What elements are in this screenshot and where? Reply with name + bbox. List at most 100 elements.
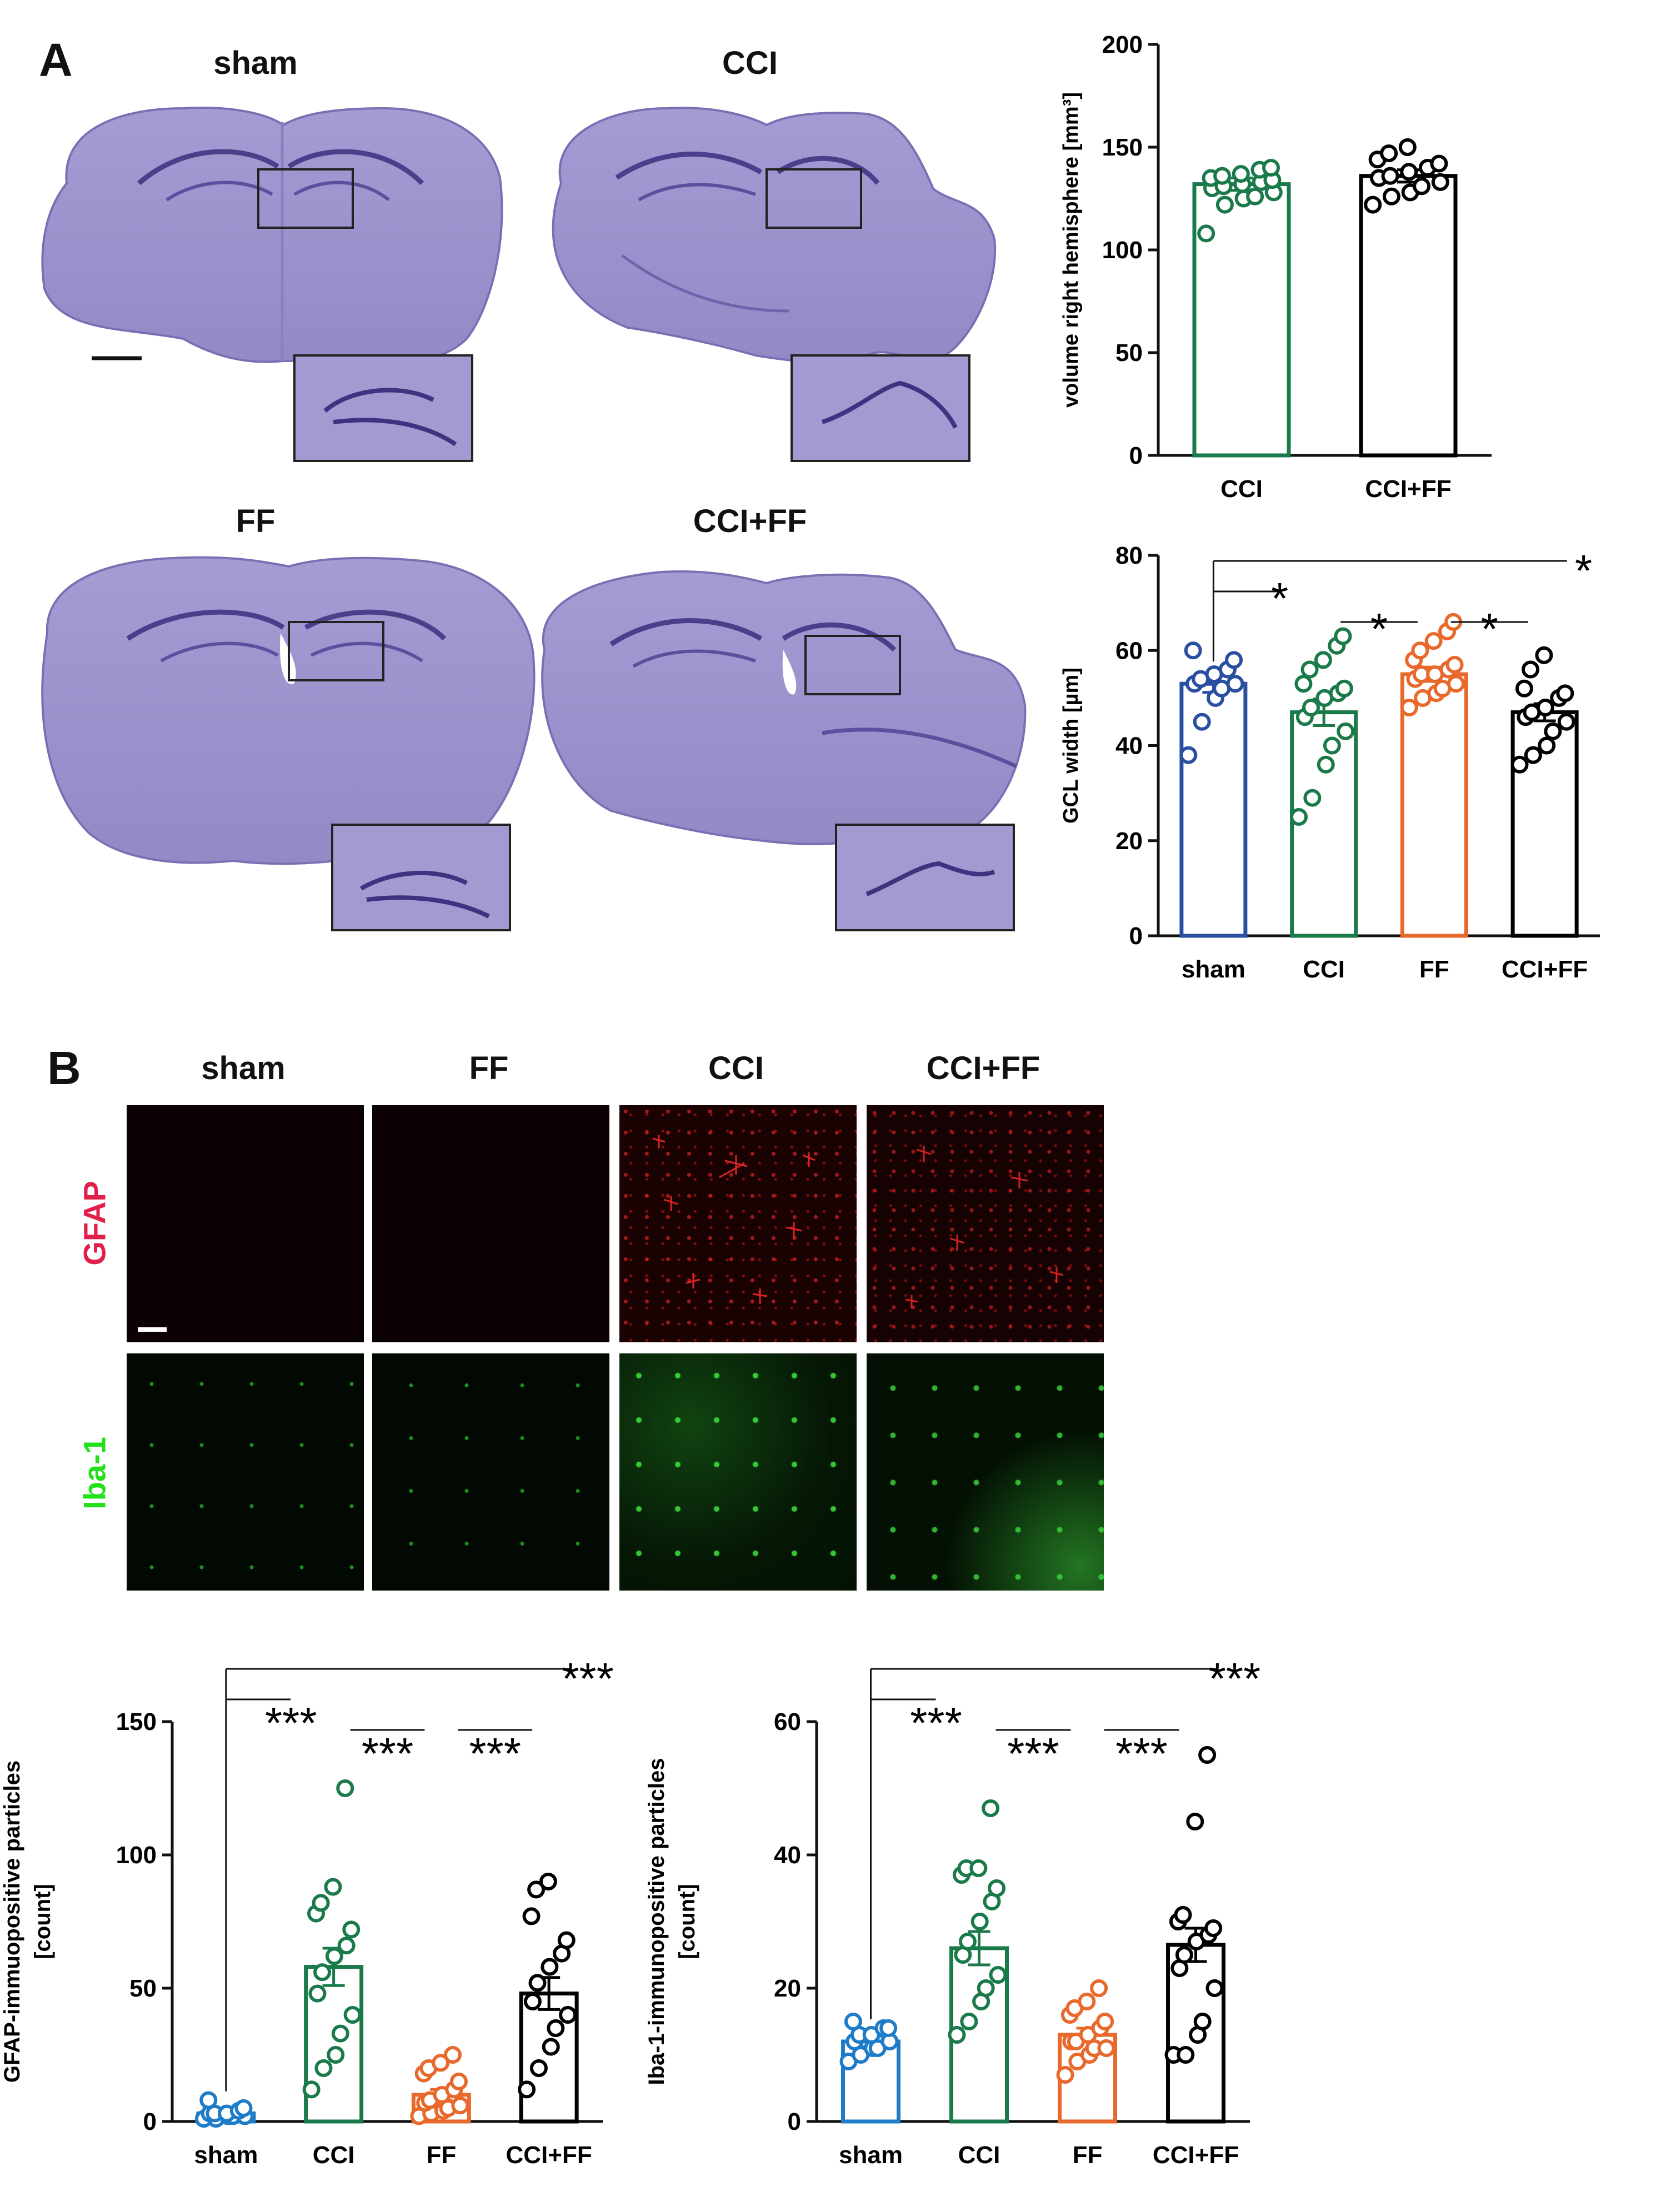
significance-label: * — [1575, 546, 1592, 595]
data-point — [1193, 2013, 1212, 2030]
scale-bar — [138, 1327, 167, 1332]
x-tick-label: CCI+FF — [506, 2141, 592, 2169]
data-point — [1544, 722, 1562, 740]
column-label-cci-ff: CCI+FF — [926, 1050, 1040, 1086]
column-label-sham: sham — [201, 1050, 286, 1086]
significance-label: *** — [562, 1654, 613, 1703]
data-point — [523, 1993, 542, 2010]
micrograph-gfap-ff — [372, 1105, 609, 1342]
data-point — [1524, 746, 1542, 764]
data-point — [960, 2013, 978, 2030]
data-point — [1205, 1979, 1224, 1997]
data-point — [337, 1937, 356, 1955]
x-tick-label: FF — [1419, 956, 1449, 983]
y-tick-label: 40 — [774, 1842, 801, 1869]
y-tick-label: 100 — [116, 1842, 157, 1869]
brain-section-ff — [41, 556, 536, 931]
data-point — [541, 1958, 559, 1976]
data-point — [1300, 660, 1319, 679]
x-tick-label: CCI+FF — [1502, 956, 1588, 983]
data-point — [1246, 187, 1264, 205]
y-axis-label: [count] — [31, 1884, 55, 1959]
data-point — [1510, 755, 1529, 774]
data-point — [1096, 2013, 1114, 2030]
y-tick-label: 0 — [788, 2108, 801, 2135]
micrograph-gfap-cci-ff — [867, 1105, 1104, 1342]
significance-label: *** — [469, 1729, 521, 1778]
data-point — [559, 2006, 577, 2024]
x-tick-label: CCI — [1220, 475, 1263, 503]
significance-label: *** — [1115, 1729, 1167, 1778]
data-point — [1411, 641, 1429, 660]
chart-volume: 0 50 100 150 200 volume right hemisphere [mm³… — [1059, 31, 1492, 503]
x-tick-label: FF — [426, 2141, 456, 2169]
x-tick-label: CCI — [313, 2141, 355, 2169]
data-point — [1400, 163, 1418, 181]
y-tick-label: 40 — [1115, 733, 1143, 760]
significance-label: * — [1481, 604, 1498, 654]
y-tick-label: 150 — [1102, 134, 1143, 161]
data-point — [325, 1947, 343, 1965]
bar — [1179, 681, 1248, 938]
data-point — [1302, 699, 1320, 716]
data-point — [1090, 1979, 1108, 1997]
bar — [1359, 174, 1458, 458]
chart-gcl: 0 20 40 60 80 GCL width [µm] sham CCI FF CCI+FF * *… — [1059, 542, 1600, 983]
zoom-box — [288, 621, 384, 681]
data-point — [879, 2019, 898, 2037]
data-point — [1186, 1813, 1204, 1830]
data-point — [1225, 651, 1243, 669]
data-point — [539, 1873, 557, 1890]
data-point — [1557, 713, 1575, 731]
significance-label: * — [1370, 604, 1388, 654]
y-tick-label: 50 — [129, 1975, 157, 2002]
micrograph-gfap-cci — [619, 1105, 857, 1342]
y-axis-label: volume right hemisphere [mm³] — [1059, 92, 1083, 408]
x-tick-label: sham — [839, 2141, 903, 2169]
significance-label: * — [1271, 574, 1288, 623]
bar — [1400, 672, 1468, 938]
x-tick-label: CCI+FF — [1153, 2141, 1239, 2169]
data-point — [1400, 699, 1418, 716]
data-point — [302, 2080, 321, 2099]
data-point — [529, 2059, 548, 2077]
data-point — [234, 2099, 253, 2117]
micrograph-iba1-sham — [127, 1353, 364, 1591]
data-point — [313, 1963, 332, 1982]
data-point — [1179, 746, 1198, 764]
data-point — [1515, 679, 1533, 698]
data-point — [527, 1880, 546, 1899]
zoom-box — [257, 168, 354, 229]
data-point — [343, 2006, 362, 2024]
data-point — [1334, 627, 1352, 645]
data-point — [1424, 632, 1443, 650]
panel-letter-b: B — [47, 1042, 81, 1094]
x-tick-label: FF — [1073, 2141, 1103, 2169]
data-point — [336, 1779, 354, 1797]
data-point — [844, 2013, 862, 2030]
data-point — [958, 1933, 977, 1950]
data-point — [1175, 1946, 1193, 1964]
data-point — [1430, 154, 1448, 173]
inset-cci-ff — [835, 824, 1015, 931]
data-point — [969, 1859, 988, 1877]
data-point — [1262, 159, 1280, 177]
data-point — [1337, 722, 1355, 740]
data-point — [528, 1974, 547, 1992]
y-axis-label: GCL width [µm] — [1059, 668, 1083, 824]
micrograph-iba1-cci-ff — [867, 1353, 1104, 1591]
x-tick-label: CCI+FF — [1365, 475, 1451, 503]
micrograph-iba1-ff — [372, 1353, 609, 1591]
data-point — [1445, 655, 1464, 674]
brain-sections-figure — [41, 107, 1027, 931]
data-point — [324, 1878, 342, 1896]
data-point — [443, 2046, 462, 2064]
data-point — [1056, 2066, 1074, 2084]
zoom-box — [804, 635, 901, 695]
brain-section-cci — [552, 107, 997, 462]
y-axis-label: [count] — [675, 1884, 699, 1959]
data-point — [557, 1931, 576, 1949]
data-point — [1323, 736, 1341, 755]
significance-label: *** — [1007, 1729, 1059, 1778]
significance-label: *** — [265, 1698, 317, 1748]
